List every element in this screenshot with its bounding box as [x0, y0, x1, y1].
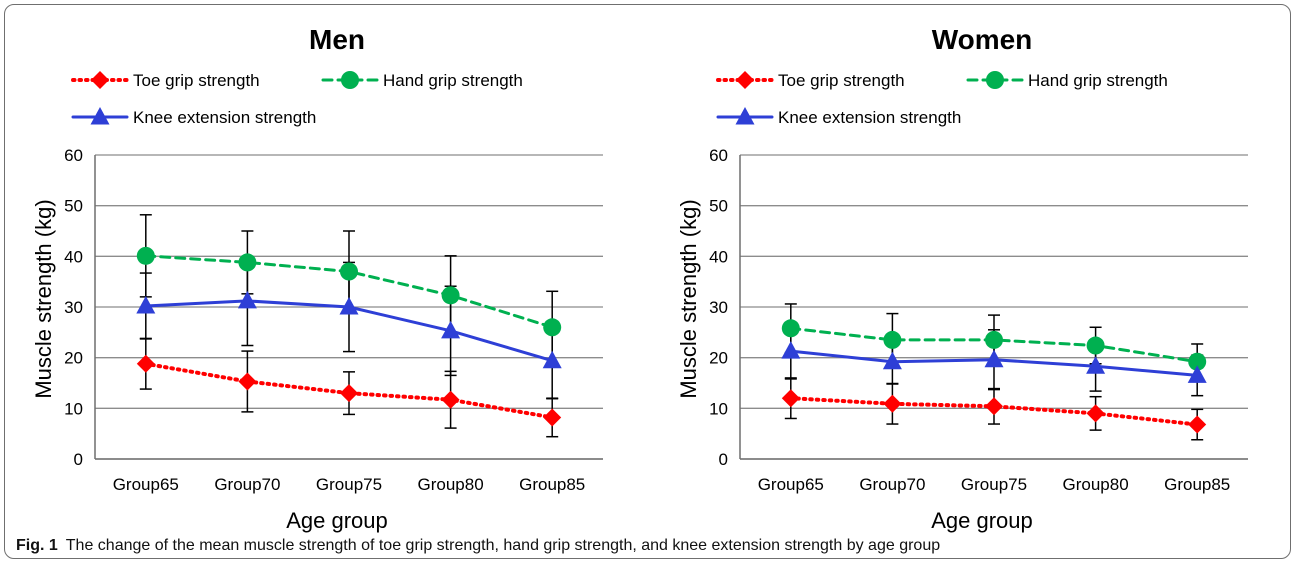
y-tick-label: 60: [709, 146, 728, 165]
y-tick-label: 30: [709, 298, 728, 317]
y-tick-label: 20: [709, 349, 728, 368]
x-axis-label: Age group: [931, 508, 1033, 533]
x-tick-label: Group80: [1063, 475, 1129, 494]
data-point-toe: [1086, 404, 1105, 423]
data-point-hand: [985, 330, 1003, 349]
x-tick-label: Group65: [113, 475, 179, 494]
data-point-toe: [340, 384, 358, 403]
legend-label-knee: Knee extension strength: [778, 108, 961, 127]
x-tick-label: Group70: [859, 475, 925, 494]
legend-entry-hand: Hand grip strength: [966, 71, 1168, 90]
y-tick-label: 50: [709, 197, 728, 216]
y-tick-label: 10: [64, 399, 83, 418]
x-axis-label: Age group: [286, 508, 388, 533]
data-point-knee: [136, 295, 156, 314]
data-point-hand: [238, 253, 257, 272]
x-tick-label: Group70: [214, 475, 280, 494]
y-tick-label: 30: [64, 298, 83, 317]
data-point-hand: [136, 246, 155, 265]
chart-title: Men: [309, 24, 365, 55]
caption-label: Fig. 1: [16, 537, 58, 554]
y-tick-label: 0: [74, 450, 83, 469]
legend-marker-knee: [735, 107, 755, 125]
legend-marker-toe: [736, 71, 754, 89]
data-point-knee: [984, 349, 1004, 368]
legend-marker-knee: [90, 107, 110, 125]
x-tick-label: Group85: [1164, 475, 1230, 494]
figure-frame: Men Toe grip strength Hand grip strength Kn…: [4, 4, 1291, 559]
data-point-toe: [441, 390, 460, 409]
y-tick-label: 0: [719, 450, 728, 469]
data-point-knee: [1187, 365, 1207, 383]
data-point-hand: [340, 262, 358, 281]
x-tick-label: Group75: [961, 475, 1027, 494]
x-tick-label: Group75: [316, 475, 382, 494]
x-tick-label: Group85: [519, 475, 585, 494]
legend-marker-hand: [341, 71, 359, 89]
x-tick-label: Group65: [758, 475, 824, 494]
data-point-knee: [237, 290, 257, 309]
y-tick-label: 20: [64, 349, 83, 368]
data-point-knee: [542, 350, 562, 369]
data-point-knee: [1086, 356, 1106, 374]
legend-label-hand: Hand grip strength: [1028, 71, 1168, 90]
figure-caption: Fig. 1 The change of the mean muscle stre…: [16, 537, 940, 555]
legend-marker-toe: [91, 71, 109, 89]
legend-entry-knee: Knee extension strength: [71, 107, 316, 127]
data-point-hand: [441, 286, 460, 305]
data-point-knee: [339, 297, 359, 315]
legend-marker-hand: [986, 71, 1004, 89]
legend-entry-toe: Toe grip strength: [71, 71, 260, 90]
legend-entry-knee: Knee extension strength: [716, 107, 961, 127]
data-point-toe: [543, 408, 562, 427]
legend-label-toe: Toe grip strength: [778, 71, 905, 90]
y-tick-label: 40: [709, 247, 728, 266]
legend-entry-hand: Hand grip strength: [321, 71, 523, 90]
data-point-hand: [883, 330, 902, 349]
data-point-hand: [781, 319, 800, 338]
data-point-toe: [985, 397, 1003, 416]
data-point-hand: [1086, 336, 1105, 355]
y-axis-label: Muscle strength (kg): [676, 199, 701, 398]
x-tick-label: Group80: [418, 475, 484, 494]
y-tick-label: 40: [64, 247, 83, 266]
chart-men: Men Toe grip strength Hand grip strength Kn…: [31, 24, 603, 533]
data-point-toe: [883, 394, 902, 413]
y-tick-label: 60: [64, 146, 83, 165]
chart-women: Women Toe grip strength Hand grip strength…: [676, 24, 1248, 533]
y-tick-label: 10: [709, 399, 728, 418]
y-tick-label: 50: [64, 197, 83, 216]
legend-label-knee: Knee extension strength: [133, 108, 316, 127]
data-point-hand: [1188, 352, 1207, 371]
legend-entry-toe: Toe grip strength: [716, 71, 905, 90]
data-point-toe: [781, 389, 800, 408]
data-point-toe: [238, 372, 257, 391]
legend-label-hand: Hand grip strength: [383, 71, 523, 90]
caption-text: The change of the mean muscle strength o…: [65, 537, 941, 554]
data-point-toe: [136, 354, 155, 373]
chart-title: Women: [932, 24, 1033, 55]
legend-label-toe: Toe grip strength: [133, 71, 260, 90]
data-point-hand: [543, 318, 562, 337]
data-point-knee: [882, 351, 902, 370]
y-axis-label: Muscle strength (kg): [31, 199, 56, 398]
data-point-toe: [1188, 415, 1207, 434]
data-point-knee: [441, 320, 461, 339]
data-point-knee: [781, 341, 801, 359]
